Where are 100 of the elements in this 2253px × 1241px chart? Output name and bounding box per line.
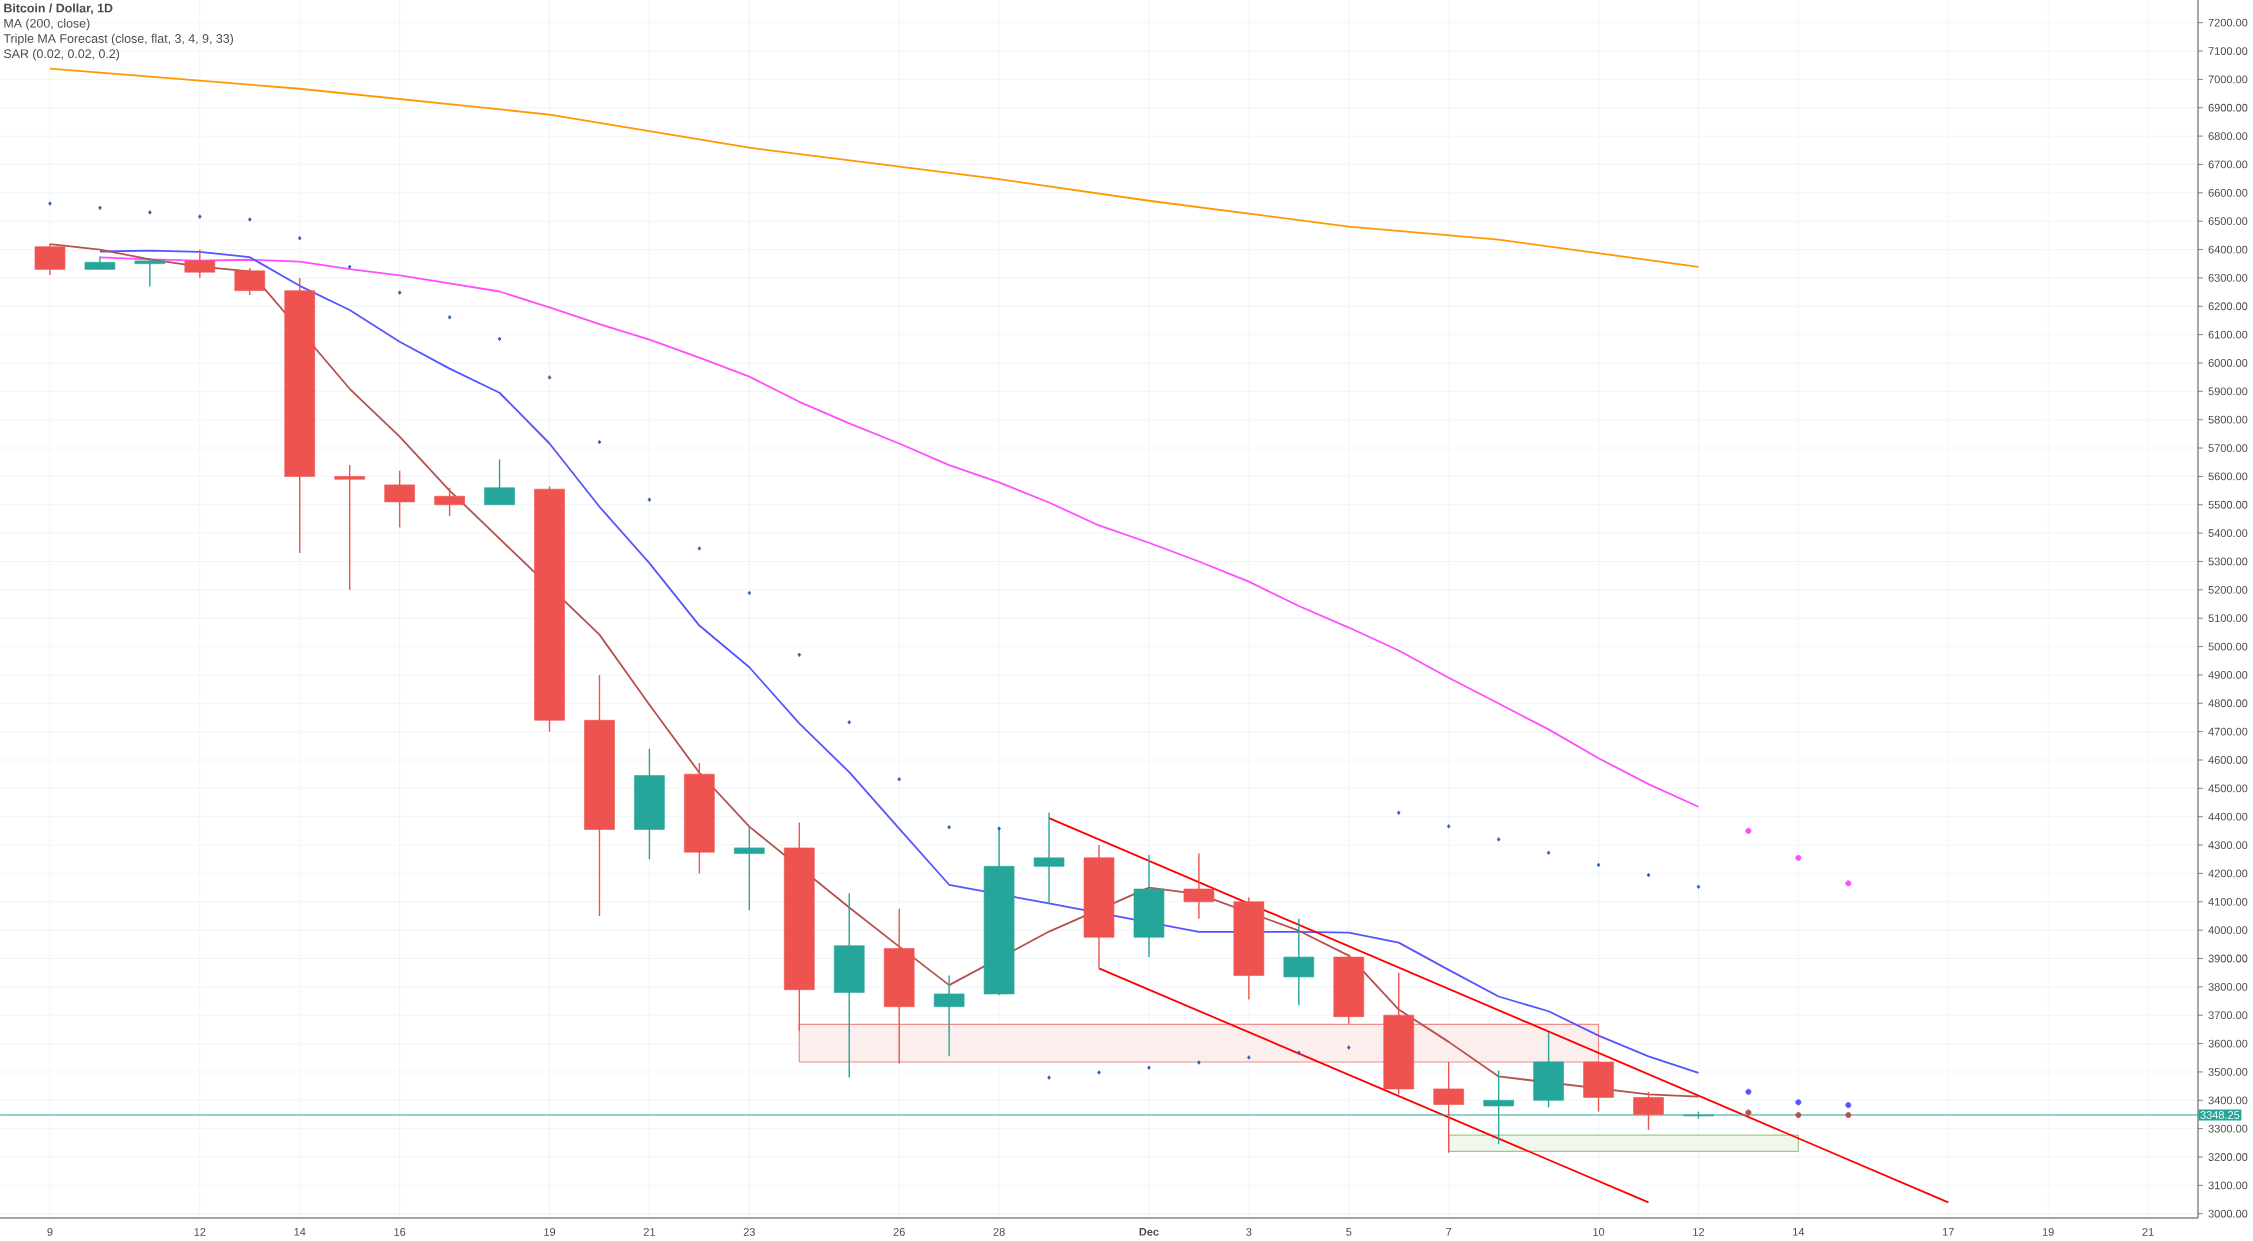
point bbox=[1745, 1109, 1752, 1116]
y-tick-label: 3900.00 bbox=[2208, 954, 2248, 963]
point bbox=[48, 201, 52, 206]
candlestick bbox=[334, 464, 365, 591]
x-tick-label: 5 bbox=[1346, 1228, 1352, 1236]
y-tick-label: 4200.00 bbox=[2208, 869, 2248, 878]
x-tick-label: 17 bbox=[1942, 1228, 1954, 1236]
y-tick-label: 5600.00 bbox=[2208, 472, 2248, 481]
ref-line-label: 3348.25 bbox=[2200, 1111, 2240, 1119]
y-tick-label: 3000.00 bbox=[2208, 1209, 2248, 1218]
point bbox=[1297, 1050, 1301, 1055]
point bbox=[897, 777, 901, 782]
y-tick-label: 6800.00 bbox=[2208, 132, 2248, 140]
y-tick-label: 5400.00 bbox=[2208, 529, 2248, 537]
y-tick-label: 6400.00 bbox=[2208, 245, 2248, 254]
y-tick-label: 3100.00 bbox=[2208, 1181, 2248, 1190]
x-tick-label: 19 bbox=[2042, 1228, 2054, 1236]
x-tick-label: 7 bbox=[1446, 1228, 1452, 1236]
point bbox=[597, 439, 602, 445]
annotation: SAR (0.02, 0.02, 0.2) bbox=[3, 48, 120, 61]
point bbox=[847, 720, 851, 725]
y-tick-label: 4500.00 bbox=[2208, 784, 2248, 793]
point bbox=[1097, 1070, 1101, 1075]
x-tick-label: 10 bbox=[1593, 1228, 1605, 1236]
y-tick-label: 5900.00 bbox=[2208, 387, 2248, 396]
point bbox=[797, 652, 802, 657]
y-tick-label: 3700.00 bbox=[2208, 1011, 2248, 1020]
y-tick-label: 3400.00 bbox=[2208, 1096, 2248, 1105]
y-tick-label: 4600.00 bbox=[2208, 756, 2248, 764]
x-tick-label: 26 bbox=[893, 1228, 905, 1236]
y-tick-label: 6500.00 bbox=[2208, 217, 2248, 226]
point bbox=[1496, 837, 1501, 842]
x-tick-label: 12 bbox=[1693, 1228, 1705, 1236]
point bbox=[1347, 1045, 1351, 1050]
point bbox=[347, 264, 352, 270]
point bbox=[1745, 1088, 1752, 1095]
point bbox=[1446, 824, 1451, 829]
x-tick-label: 14 bbox=[1793, 1228, 1805, 1236]
y-tick-label: 5000.00 bbox=[2208, 642, 2248, 651]
x-tick-label: 9 bbox=[47, 1228, 53, 1236]
point bbox=[1546, 850, 1551, 855]
point bbox=[98, 205, 102, 211]
y-tick-label: 6200.00 bbox=[2208, 302, 2248, 311]
x-tick-label: 3 bbox=[1246, 1228, 1252, 1236]
point bbox=[1646, 872, 1651, 878]
point bbox=[1845, 1112, 1852, 1119]
y-tick-label: 3600.00 bbox=[2208, 1039, 2248, 1048]
x-tick-label: Dec bbox=[1139, 1228, 1159, 1236]
y-tick-label: 3200.00 bbox=[2208, 1153, 2248, 1161]
y-tick-label: 3300.00 bbox=[2208, 1124, 2248, 1133]
y-tick-label: 7200.00 bbox=[2208, 18, 2248, 27]
annotation: MA (200, close) bbox=[4, 18, 90, 31]
point bbox=[647, 497, 652, 502]
annotation: Triple MA Forecast (close, flat, 3, 4, 9, 33) bbox=[3, 33, 234, 46]
point bbox=[447, 315, 452, 320]
candlestick bbox=[134, 257, 166, 288]
y-tick-label: 7000.00 bbox=[2208, 75, 2248, 84]
point bbox=[1596, 862, 1601, 868]
y-tick-label: 4900.00 bbox=[2208, 671, 2248, 679]
point bbox=[997, 826, 1001, 831]
y-tick-label: 3800.00 bbox=[2208, 982, 2248, 991]
point bbox=[547, 375, 552, 380]
y-tick-label: 4100.00 bbox=[2208, 897, 2248, 906]
point bbox=[397, 290, 402, 295]
point bbox=[148, 210, 152, 215]
y-tick-label: 6700.00 bbox=[2208, 160, 2248, 169]
point bbox=[697, 546, 702, 551]
y-tick-label: 4000.00 bbox=[2208, 926, 2248, 935]
point bbox=[297, 235, 302, 241]
y-tick-label: 3500.00 bbox=[2208, 1068, 2248, 1076]
x-tick-label: 21 bbox=[2142, 1228, 2154, 1236]
x-tick-label: 19 bbox=[544, 1228, 556, 1236]
x-tick-label: 14 bbox=[294, 1228, 306, 1236]
point bbox=[198, 214, 202, 219]
y-tick-label: 5200.00 bbox=[2208, 585, 2248, 594]
point bbox=[1745, 827, 1752, 834]
point bbox=[1147, 1065, 1151, 1070]
point bbox=[1845, 880, 1852, 887]
y-tick-label: 6900.00 bbox=[2208, 103, 2248, 112]
line-series bbox=[49, 67, 1700, 268]
y-tick-label: 5300.00 bbox=[2208, 557, 2248, 566]
point bbox=[1795, 1112, 1802, 1119]
point bbox=[1247, 1055, 1251, 1060]
candlestick bbox=[1033, 811, 1065, 904]
point bbox=[747, 590, 752, 596]
x-tick-label: 21 bbox=[643, 1228, 655, 1236]
point bbox=[1795, 854, 1802, 861]
point bbox=[248, 217, 252, 222]
y-tick-label: 4700.00 bbox=[2208, 727, 2248, 736]
y-tick-label: 4300.00 bbox=[2208, 841, 2248, 849]
point bbox=[1696, 884, 1701, 889]
candlestick bbox=[734, 825, 765, 911]
x-tick-label: 23 bbox=[743, 1228, 755, 1236]
chart-title: Bitcoin / Dollar, 1D bbox=[4, 3, 113, 15]
y-tick-label: 6300.00 bbox=[2208, 273, 2248, 282]
point bbox=[497, 336, 502, 342]
line-series bbox=[99, 256, 1700, 808]
y-tick-label: 5800.00 bbox=[2208, 415, 2248, 424]
y-tick-label: 5500.00 bbox=[2208, 500, 2248, 509]
y-tick-label: 5700.00 bbox=[2208, 444, 2248, 452]
